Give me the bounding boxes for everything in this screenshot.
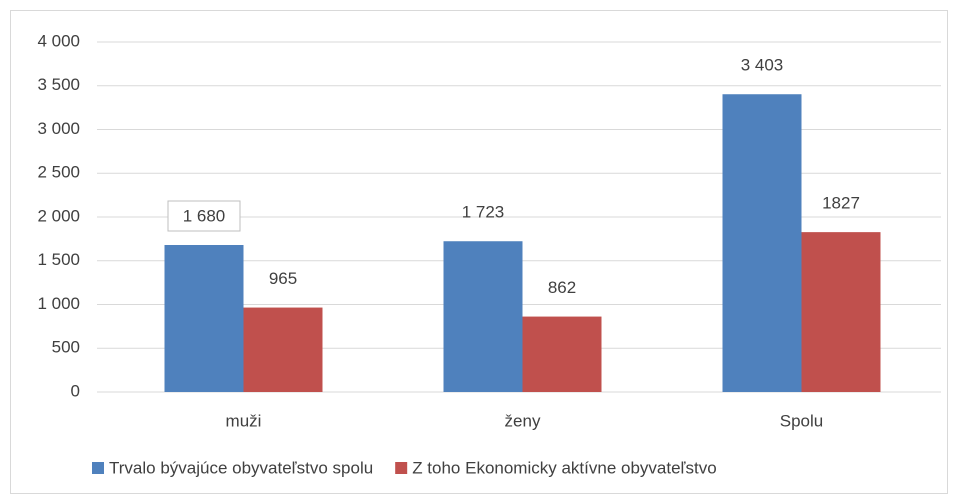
y-tick-label: 0 (71, 381, 80, 400)
bar (801, 232, 881, 392)
data-label: 3 403 (741, 56, 784, 75)
bar (443, 241, 523, 392)
legend-swatch (92, 462, 104, 474)
y-tick-label: 500 (52, 338, 80, 357)
x-tick-label: ženy (505, 411, 541, 430)
bar (164, 245, 244, 392)
data-label: 1827 (822, 194, 860, 213)
x-tick-label: muži (226, 411, 262, 430)
y-tick-label: 1 000 (37, 294, 80, 313)
y-tick-label: 1 500 (37, 250, 80, 269)
bar (243, 307, 323, 392)
bar (722, 94, 802, 393)
x-tick-label: Spolu (780, 411, 823, 430)
data-label: 1 680 (183, 206, 226, 225)
y-tick-label: 4 000 (37, 31, 80, 50)
data-label: 862 (548, 278, 576, 297)
bar (522, 316, 602, 392)
legend-label: Z toho Ekonomicky aktívne obyvateľstvo (412, 458, 717, 477)
y-tick-label: 2 500 (37, 163, 80, 182)
y-tick-label: 3 000 (37, 119, 80, 138)
legend-swatch (395, 462, 408, 474)
y-tick-label: 2 000 (37, 206, 80, 225)
data-label: 1 723 (462, 203, 505, 222)
label-box (167, 200, 241, 232)
data-label: 965 (269, 269, 297, 288)
y-tick-label: 3 500 (37, 75, 80, 94)
legend-label: Trvalo bývajúce obyvateľstvo spolu (109, 458, 373, 477)
